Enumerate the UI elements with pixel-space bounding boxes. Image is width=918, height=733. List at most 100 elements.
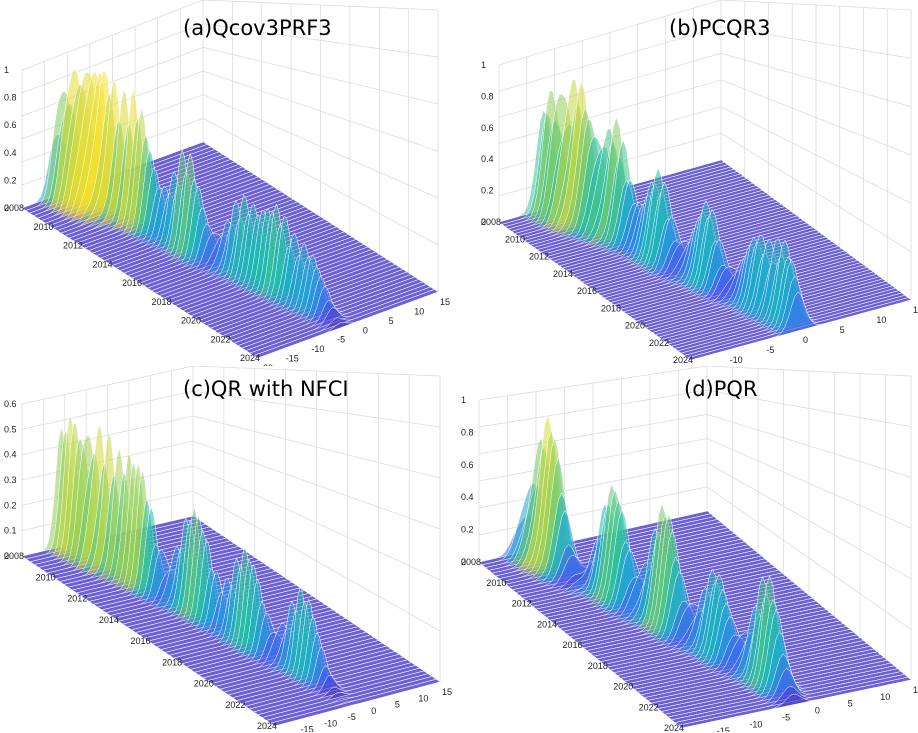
year-tick-label: 2020 [194,679,214,689]
x-tick-label: -20 [260,363,273,366]
z-tick-label: 0.8 [481,91,494,101]
year-tick-label: 2008 [4,203,24,213]
ridge-line [253,289,435,356]
year-tick-label: 2016 [122,278,142,288]
chart-title-d: (d)PQR [684,377,758,401]
year-tick-label: 2024 [673,355,693,365]
year-tick-label: 2022 [225,700,245,710]
year-tick-label: 2010 [505,234,525,244]
x-tick-label: 5 [389,316,394,326]
x-tick-label: -10 [311,344,324,354]
year-tick-label: 2016 [563,640,583,650]
x-tick-label: -10 [730,355,743,365]
z-tick-label: 0.4 [4,450,17,460]
z-tick-label: 0.8 [4,93,17,103]
x-tick-label: -15 [286,354,299,364]
panel-c: 200820102012201420162018202020222024-20-… [0,366,459,732]
x-tick-label: 10 [876,315,886,325]
year-tick-label: 2024 [664,723,684,732]
year-tick-label: 2012 [67,594,87,604]
z-tick-label: 0.6 [461,460,474,470]
year-tick-label: 2016 [577,286,597,296]
z-tick-label: 0.1 [4,526,17,536]
x-tick-label: 15 [440,297,450,307]
z-tick-label: 0 [4,203,9,213]
z-tick-label: 0 [481,217,486,227]
z-tick-label: 1 [481,60,486,70]
chart-title-c: (c)QR with NFCI [183,377,349,401]
year-tick-label: 2016 [131,636,151,646]
x-tick-label: -15 [693,365,706,366]
year-tick-label: 2008 [4,551,24,561]
year-tick-label: 2014 [553,269,573,279]
year-tick-label: 2014 [93,259,113,269]
z-tick-label: 0.2 [4,500,17,510]
year-tick-label: 2008 [481,217,501,227]
x-tick-label: -10 [324,718,337,728]
z-tick-label: 0.2 [4,175,17,185]
x-tick-label: 5 [848,699,853,709]
ridge-line [257,291,439,359]
surface-ridges [478,413,912,729]
x-tick-label: -5 [766,345,774,355]
z-tick-label: 0.8 [461,427,474,437]
z-tick-label: 0 [4,551,9,561]
x-tick-label: 0 [803,335,808,345]
year-tick-label: 2018 [601,303,621,313]
panel-a: 2008 2010 2012 2014 2016 2018 2020 2022 2024-20 -… [0,0,459,366]
year-tick-label: 2024 [240,353,260,363]
year-tick-label: 2012 [512,599,532,609]
year-tick-label: 2010 [486,578,506,588]
z-tick-label: 0.4 [481,154,494,164]
chart-title-b: (b)PCQR3 [669,16,771,40]
x-tick-label: -15 [301,725,314,732]
x-tick-label: 0 [815,706,820,716]
z-tick-label: 0 [461,557,466,567]
year-tick-label: 2020 [613,682,633,692]
x-tick-label: -5 [337,335,345,345]
year-tick-label: 2022 [649,338,669,348]
x-tick-label: -10 [749,719,762,729]
ridge-line [681,679,912,729]
panel-d: 200820102012201420162018202020222024-20-… [459,366,918,732]
year-tick-label: 2008 [461,557,481,567]
year-tick-label: 2024 [257,721,277,731]
year-tick-label: 2012 [529,252,549,262]
x-tick-label: 15 [913,305,918,315]
surface-ridges [21,414,441,727]
ridge-line [262,673,428,718]
x-tick-label: 0 [363,325,368,335]
x-tick-label: -5 [782,712,790,722]
year-tick-label: 2014 [537,619,557,629]
surface-ridges [21,68,439,359]
year-tick-label: 2022 [211,334,231,344]
ridge-line [569,202,792,273]
z-tick-label: 0.6 [4,399,17,409]
z-tick-label: 0.4 [4,148,17,158]
x-tick-label: 5 [395,700,400,710]
z-tick-label: 0.5 [4,424,17,434]
z-tick-label: 1 [4,65,9,75]
x-tick-label: 10 [880,692,890,702]
surface-plot-b: 2008 2010 2012 2014 2016 2018 2020 2022 2024-15 -… [481,0,918,366]
surface-plot-d: 200820102012201420162018202020222024-20-… [461,366,918,732]
z-tick-label: 0.6 [4,120,17,130]
surface-plot-c: 200820102012201420162018202020222024-20-… [4,366,452,732]
x-tick-label: 0 [371,706,376,716]
z-tick-label: 0.2 [481,186,494,196]
chart-title-a: (a)Qcov3PRF3 [183,16,332,40]
year-tick-label: 2010 [36,572,56,582]
x-tick-label: 5 [840,325,845,335]
ridge-line [274,681,441,727]
z-tick-label: 0.6 [481,123,494,133]
year-tick-label: 2010 [34,222,54,232]
ridge-line [265,676,433,721]
x-tick-label: 10 [418,693,428,703]
z-tick-label: 0.2 [461,525,474,535]
year-tick-label: 2018 [162,657,182,667]
x-tick-label: 15 [442,687,452,697]
year-tick-label: 2018 [588,661,608,671]
year-tick-label: 2020 [181,316,201,326]
x-tick-label: -20 [277,731,290,732]
z-tick-label: 0.3 [4,475,17,485]
